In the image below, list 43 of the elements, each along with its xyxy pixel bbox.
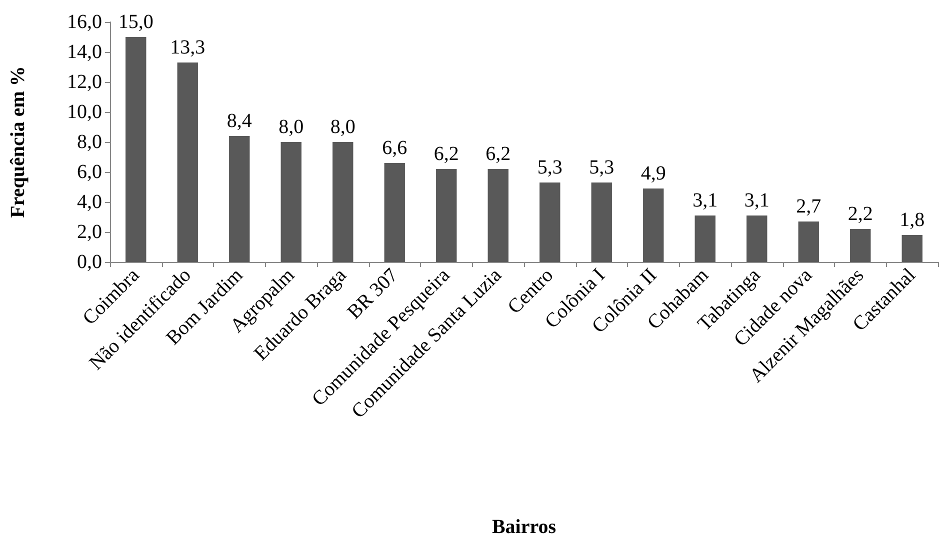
y-tick-label: 0,0 [77, 251, 102, 273]
data-label: 8,0 [330, 116, 356, 138]
data-label: 6,2 [486, 143, 511, 165]
bar [384, 163, 405, 262]
y-tick-label: 6,0 [77, 161, 102, 183]
data-label: 6,6 [382, 137, 408, 159]
data-label: 4,9 [640, 162, 666, 184]
y-tick-label: 14,0 [67, 41, 102, 63]
bar [488, 169, 508, 262]
data-label: 3,1 [744, 190, 770, 212]
x-axis-title: Bairros [492, 516, 556, 538]
bar [229, 136, 250, 262]
data-label: 5,3 [589, 156, 614, 178]
bar [280, 142, 302, 262]
bar [540, 182, 560, 262]
bar [591, 182, 612, 262]
y-tick-label: 2,0 [77, 221, 102, 243]
data-label: 13,3 [170, 36, 206, 58]
bar [643, 188, 664, 262]
bar [126, 37, 146, 262]
bar [902, 235, 922, 262]
data-label: 8,0 [278, 116, 304, 138]
bar [436, 169, 457, 262]
data-label: 5,3 [537, 156, 562, 178]
bar [332, 142, 354, 262]
bar [850, 229, 871, 262]
data-label: 3,1 [692, 190, 718, 212]
y-axis-title: Frequência em % [7, 66, 29, 218]
y-tick-label: 4,0 [77, 191, 102, 213]
bar [746, 216, 768, 262]
data-label: 1,8 [900, 209, 925, 231]
y-tick-label: 10,0 [67, 101, 102, 123]
bar [177, 62, 198, 262]
data-label: 15,0 [118, 11, 154, 33]
data-label: 2,7 [796, 196, 822, 218]
data-label: 2,2 [848, 203, 873, 225]
data-label: 6,2 [434, 143, 459, 165]
y-tick-label: 16,0 [67, 11, 102, 33]
bar [694, 216, 716, 262]
data-label: 8,4 [226, 110, 252, 132]
y-tick-label: 8,0 [77, 131, 102, 153]
bar [798, 222, 819, 262]
y-tick-label: 12,0 [67, 71, 102, 93]
